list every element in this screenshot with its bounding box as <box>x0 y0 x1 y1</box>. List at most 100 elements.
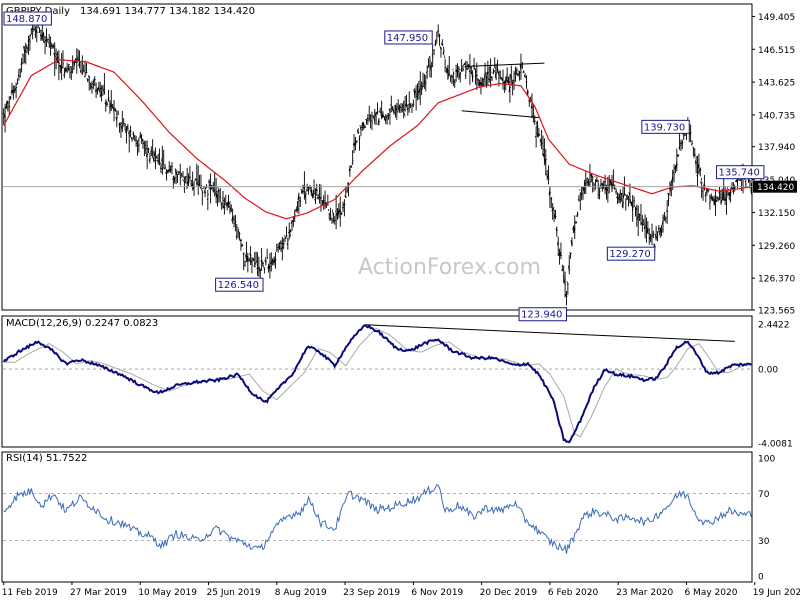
price-y-tick-label: 140.735 <box>758 111 795 121</box>
price-bar-open-tick <box>98 88 101 93</box>
price-bar-open-tick <box>744 180 747 183</box>
price-bar-open-tick <box>605 185 607 191</box>
price-bar-open-tick <box>623 193 625 199</box>
price-bar-open-tick <box>28 38 31 41</box>
price-bar-open-tick <box>300 188 302 190</box>
price-annotation-label: 148.870 <box>6 14 47 25</box>
price-bar-open-tick <box>318 196 320 198</box>
price-bar-open-tick <box>58 64 61 68</box>
price-bar-open-tick <box>606 188 609 192</box>
price-bar-open-tick <box>425 71 428 74</box>
price-bar-open-tick <box>559 251 562 258</box>
price-bar-open-tick <box>40 33 43 40</box>
price-bar-open-tick <box>403 112 406 117</box>
price-bar-open-tick <box>21 53 24 56</box>
price-bar-open-tick <box>361 124 363 128</box>
price-bar-open-tick <box>540 140 542 147</box>
price-bar-open-tick <box>641 222 643 225</box>
price-bar-open-tick <box>388 109 391 112</box>
price-bar-open-tick <box>100 92 102 97</box>
price-bar-open-tick <box>258 267 261 274</box>
panel-border-1 <box>1 315 753 448</box>
price-bar-open-tick <box>225 202 228 207</box>
price-bar-open-tick <box>645 226 647 229</box>
price-bar-open-tick <box>410 104 413 107</box>
price-bar-open-tick <box>384 118 387 122</box>
price-bar-open-tick <box>216 190 218 198</box>
price-bar-open-tick <box>537 133 540 138</box>
price-bar-open-tick <box>200 187 203 191</box>
price-bar-open-tick <box>162 165 165 171</box>
price-bar-open-tick <box>236 226 239 229</box>
price-bar-open-tick <box>380 113 382 117</box>
macd-divergence-line <box>365 324 735 342</box>
price-bar-open-tick <box>173 175 176 183</box>
price-bar-open-tick <box>224 203 227 206</box>
price-bar-open-tick <box>635 208 637 210</box>
price-bar-open-tick <box>316 196 319 200</box>
price-bar-open-tick <box>289 230 291 237</box>
price-bar-open-tick <box>337 208 340 215</box>
price-bar-open-tick <box>220 202 222 205</box>
price-bar-open-tick <box>29 33 32 37</box>
price-bar-open-tick <box>111 105 113 109</box>
price-bar-open-tick <box>629 199 632 205</box>
price-bar-open-tick <box>478 82 480 85</box>
price-bar-open-tick <box>72 68 75 70</box>
price-bar-open-tick <box>61 67 64 69</box>
price-annotation-label: 129.270 <box>609 249 650 260</box>
price-bar-open-tick <box>104 102 107 105</box>
price-bar-open-tick <box>118 123 120 125</box>
price-bar-open-tick <box>423 83 425 85</box>
price-bar-open-tick <box>9 96 11 99</box>
price-bar-open-tick <box>395 108 398 111</box>
price-bar-open-tick <box>63 73 65 76</box>
price-bar-open-tick <box>223 203 225 209</box>
price-bar-open-tick <box>154 151 156 157</box>
price-bar-open-tick <box>213 190 215 192</box>
price-bar-open-tick <box>587 181 589 184</box>
panel-frames <box>1 3 753 583</box>
price-bar-open-tick <box>667 192 669 196</box>
price-bar-open-tick <box>398 105 400 109</box>
price-bar-open-tick <box>239 239 242 242</box>
price-bar-open-tick <box>452 68 454 71</box>
price-bar-open-tick <box>264 256 267 262</box>
price-bar-open-tick <box>296 206 298 213</box>
price-bar-open-tick <box>732 190 734 192</box>
price-bar-open-tick <box>343 203 345 207</box>
price-annotation-box <box>641 119 690 134</box>
price-bar-open-tick <box>20 62 22 65</box>
price-bar-open-tick <box>315 188 318 192</box>
price-bar-open-tick <box>440 41 443 45</box>
price-bar-open-tick <box>401 109 403 111</box>
price-bar-open-tick <box>566 280 569 285</box>
price-bar-open-tick <box>681 141 683 146</box>
price-bar-open-tick <box>311 190 314 199</box>
price-bar-open-tick <box>336 213 338 217</box>
rsi-y-tick-label: 100 <box>758 455 775 465</box>
price-bar-open-tick <box>86 77 89 82</box>
price-bar-open-tick <box>555 228 558 232</box>
price-bar-open-tick <box>333 219 335 222</box>
price-bar-open-tick <box>599 184 602 186</box>
price-bar-open-tick <box>427 66 429 69</box>
price-bar-open-tick <box>53 52 56 57</box>
price-bar-open-tick <box>565 293 567 298</box>
price-bar-open-tick <box>6 100 9 105</box>
price-bar-open-tick <box>701 190 704 193</box>
price-bar-open-tick <box>354 141 356 147</box>
price-y-tick-label: 129.260 <box>758 242 795 252</box>
price-bar-open-tick <box>603 181 606 183</box>
price-bar-open-tick <box>628 192 631 197</box>
price-bar-open-tick <box>718 191 720 194</box>
price-bar-open-tick <box>280 247 283 251</box>
price-bar-open-tick <box>727 192 730 196</box>
price-bar-open-tick <box>476 78 479 81</box>
price-bar-open-tick <box>405 104 407 107</box>
price-bar-open-tick <box>293 217 296 219</box>
price-bar-open-tick <box>723 195 726 201</box>
price-bar-open-tick <box>674 167 676 170</box>
price-bar-open-tick <box>52 44 54 48</box>
price-series-layer <box>2 18 753 306</box>
